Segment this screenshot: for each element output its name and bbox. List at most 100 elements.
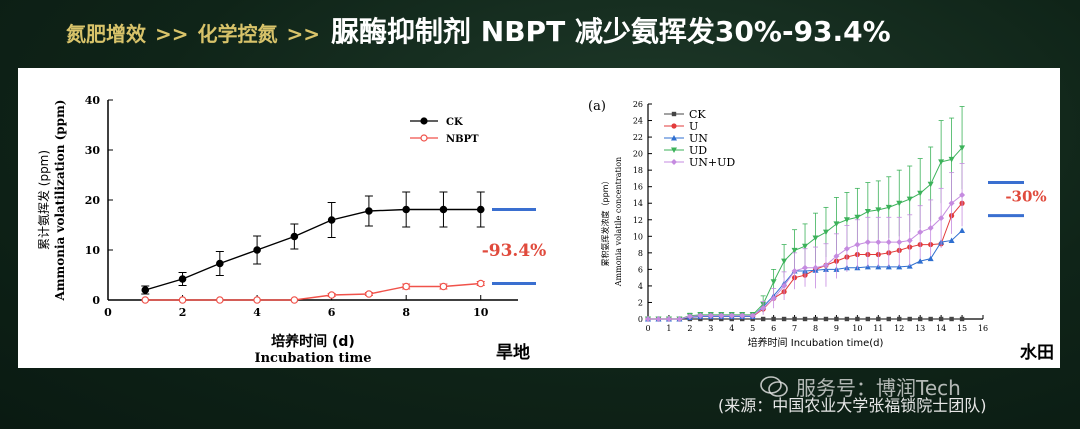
series-line-ck xyxy=(145,208,481,291)
data-point-ud xyxy=(854,214,861,221)
legend-label-u: U xyxy=(689,120,698,133)
data-point-un-ud xyxy=(864,239,871,246)
y-tick-label: 12 xyxy=(633,216,643,225)
legend-marker xyxy=(671,123,677,129)
data-point-ck xyxy=(771,316,776,322)
data-point-un xyxy=(959,227,966,234)
x-tick-label: 0 xyxy=(104,306,112,319)
data-point-ud xyxy=(822,229,829,236)
breadcrumb-separator: >> xyxy=(155,22,189,46)
data-point-ck xyxy=(216,259,224,268)
legend-marker xyxy=(671,135,677,141)
data-point-nbpt xyxy=(439,282,448,291)
x-tick-label: 12 xyxy=(894,324,904,333)
panel-tag: (a) xyxy=(588,99,606,114)
data-point-ud xyxy=(927,181,934,188)
y-tick-label: 30 xyxy=(85,144,101,157)
legend-marker xyxy=(420,117,428,125)
data-point-nbpt xyxy=(253,296,261,304)
x-tick-label: 2 xyxy=(687,324,692,333)
data-point-ck xyxy=(834,316,839,322)
y-tick-label: 0 xyxy=(92,294,100,307)
data-point-ud xyxy=(770,279,777,285)
data-point-ck xyxy=(959,316,965,322)
y-tick-label: 2 xyxy=(638,298,643,307)
data-point-ud xyxy=(843,217,850,223)
data-point-ck xyxy=(327,216,336,224)
x-tick-label: 4 xyxy=(253,306,261,319)
data-point-ck xyxy=(917,316,923,322)
x-axis-label: 培养时间 Incubation time(d) xyxy=(748,336,884,349)
upland-chart: 0 10 20 30 40 0 2 4 6 8 10 培养时间 (d)Incubation time 累… xyxy=(36,94,546,366)
breadcrumb-chemical-control: 化学控氮 xyxy=(197,22,278,46)
watermark: 服务号：博润Tech xyxy=(760,372,961,401)
data-point-un-ud xyxy=(781,282,788,289)
data-point-ck xyxy=(476,205,485,214)
data-point-un-ud xyxy=(760,305,767,312)
data-point-ck xyxy=(855,316,860,322)
watermark-text: 服务号：博润Tech xyxy=(796,376,961,400)
data-point-nbpt xyxy=(141,296,150,304)
x-tick-label: 15 xyxy=(957,324,967,333)
data-point-ck xyxy=(760,316,766,322)
data-point-ck xyxy=(949,316,954,322)
y-tick-label: 10 xyxy=(633,232,643,241)
data-point-ck xyxy=(178,275,187,283)
y-tick-label: 22 xyxy=(633,133,643,142)
x-tick-label: 8 xyxy=(813,324,818,333)
y-axis-label-en: Ammonia volatilization (ppm) xyxy=(53,100,67,302)
data-point-un-ud xyxy=(822,262,829,269)
data-point-nbpt xyxy=(178,296,187,304)
x-tick-label: 16 xyxy=(978,324,988,333)
data-point-un-ud xyxy=(906,237,913,244)
data-point-ck xyxy=(253,246,261,254)
data-point-un-ud xyxy=(645,316,651,322)
data-point-nbpt xyxy=(476,279,485,288)
x-tick-label: 2 xyxy=(179,306,187,319)
data-point-ud xyxy=(791,247,798,254)
y-tick-label: 24 xyxy=(633,117,643,126)
data-point-ck xyxy=(907,316,912,322)
legend-label-un-ud: UN+UD xyxy=(689,156,735,169)
data-point-un xyxy=(927,255,934,262)
x-tick-label: 9 xyxy=(834,324,839,333)
data-point-un xyxy=(917,258,924,264)
source-citation: (来源：中国农业大学张福锁院士团队) xyxy=(718,396,987,415)
page-title: 脲酶抑制剂 NBPT 减少氨挥发30%-93.4% xyxy=(331,15,891,48)
x-axis-label-cn: 培养时间 (d) xyxy=(271,333,355,350)
reduction-annotation: -30% xyxy=(1005,188,1046,206)
data-point-ck xyxy=(823,316,829,322)
data-point-un-ud xyxy=(686,313,693,320)
y-axis-label-en: Ammonia volatile concentration xyxy=(614,157,623,287)
data-point-un-ud xyxy=(959,191,966,198)
data-point-un-ud xyxy=(917,229,924,236)
x-tick-label: 4 xyxy=(729,324,734,333)
x-tick-label: 10 xyxy=(852,324,862,333)
legend-marker xyxy=(671,159,677,165)
legend-label-ud: UD xyxy=(689,144,707,157)
series-line-nbpt xyxy=(145,282,481,301)
data-point-ud xyxy=(864,209,871,215)
data-point-un-ud xyxy=(749,312,756,319)
chart-panel: 0 10 20 30 40 0 2 4 6 8 10 培养时间 (d) Incubation time 累… xyxy=(18,68,1060,368)
data-point-ud xyxy=(833,221,840,227)
x-tick-label: 11 xyxy=(873,324,883,333)
data-point-un-ud xyxy=(833,253,840,260)
data-point-ck xyxy=(813,316,818,322)
data-point-ck xyxy=(844,316,850,322)
data-point-ck xyxy=(938,316,944,322)
data-point-ck xyxy=(897,316,902,322)
data-point-ud xyxy=(938,159,945,165)
data-point-ck xyxy=(886,316,891,322)
y-axis-label-cn: 累积氨挥发浓度（ppm） xyxy=(600,177,610,267)
data-point-un-ud xyxy=(676,316,683,322)
legend-marker xyxy=(420,134,428,142)
data-point-ck xyxy=(928,316,933,322)
legend-marker xyxy=(671,147,677,153)
data-point-ud xyxy=(812,235,819,241)
data-point-un-ud xyxy=(927,225,934,232)
y-tick-label: 14 xyxy=(633,199,643,208)
data-point-ud xyxy=(896,200,903,207)
data-point-ck xyxy=(876,316,881,322)
y-tick-label: 8 xyxy=(638,249,643,258)
